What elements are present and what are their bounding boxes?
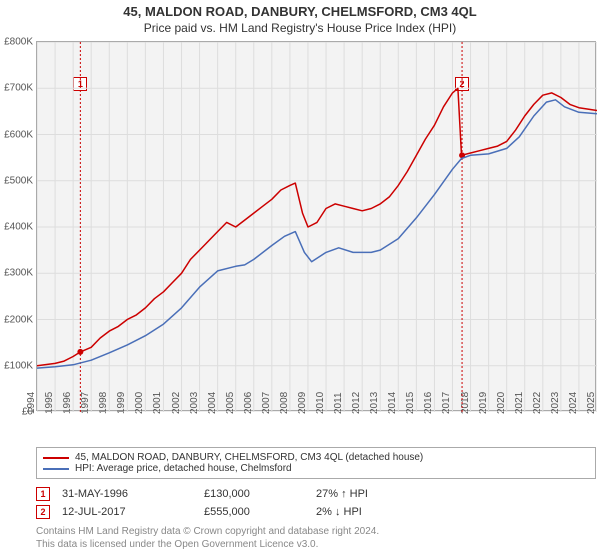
- legend-label: HPI: Average price, detached house, Chel…: [75, 463, 292, 474]
- footer-line: This data is licensed under the Open Gov…: [36, 538, 596, 551]
- chart-legend: 45, MALDON ROAD, DANBURY, CHELMSFORD, CM…: [36, 447, 596, 479]
- y-axis-label: £700K: [4, 83, 33, 94]
- chart-footer: Contains HM Land Registry data © Crown c…: [36, 525, 596, 551]
- legend-swatch: [43, 468, 69, 470]
- event-marker: 1: [36, 487, 50, 501]
- legend-row: 45, MALDON ROAD, DANBURY, CHELMSFORD, CM…: [43, 452, 589, 463]
- event-marker: 2: [36, 505, 50, 519]
- event-diff: 2% ↓ HPI: [316, 506, 406, 518]
- event-price: £555,000: [204, 506, 304, 518]
- y-axis-label: £200K: [4, 314, 33, 325]
- event-date: 12-JUL-2017: [62, 506, 192, 518]
- x-axis-label: 1994: [26, 392, 37, 414]
- chart-subtitle: Price paid vs. HM Land Registry's House …: [0, 21, 600, 35]
- y-axis-label: £400K: [4, 222, 33, 233]
- y-axis-label: £800K: [4, 37, 33, 48]
- y-axis-label: £300K: [4, 268, 33, 279]
- event-list: 1 31-MAY-1996 £130,000 27% ↑ HPI 2 12-JUL-201…: [36, 487, 596, 519]
- event-date: 31-MAY-1996: [62, 488, 192, 500]
- chart-plot-area: £0£100K£200K£300K£400K£500K£600K£700K£80…: [36, 41, 596, 411]
- y-axis-label: £600K: [4, 129, 33, 140]
- legend-swatch: [43, 457, 69, 459]
- legend-label: 45, MALDON ROAD, DANBURY, CHELMSFORD, CM…: [75, 452, 423, 463]
- event-price: £130,000: [204, 488, 304, 500]
- event-diff: 27% ↑ HPI: [316, 488, 406, 500]
- legend-row: HPI: Average price, detached house, Chel…: [43, 463, 589, 474]
- chart-title: 45, MALDON ROAD, DANBURY, CHELMSFORD, CM…: [0, 4, 600, 19]
- y-axis-label: £500K: [4, 175, 33, 186]
- footer-line: Contains HM Land Registry data © Crown c…: [36, 525, 596, 538]
- y-axis-label: £100K: [4, 360, 33, 371]
- chart-title-block: 45, MALDON ROAD, DANBURY, CHELMSFORD, CM…: [0, 0, 600, 37]
- event-row: 2 12-JUL-2017 £555,000 2% ↓ HPI: [36, 505, 596, 519]
- event-row: 1 31-MAY-1996 £130,000 27% ↑ HPI: [36, 487, 596, 501]
